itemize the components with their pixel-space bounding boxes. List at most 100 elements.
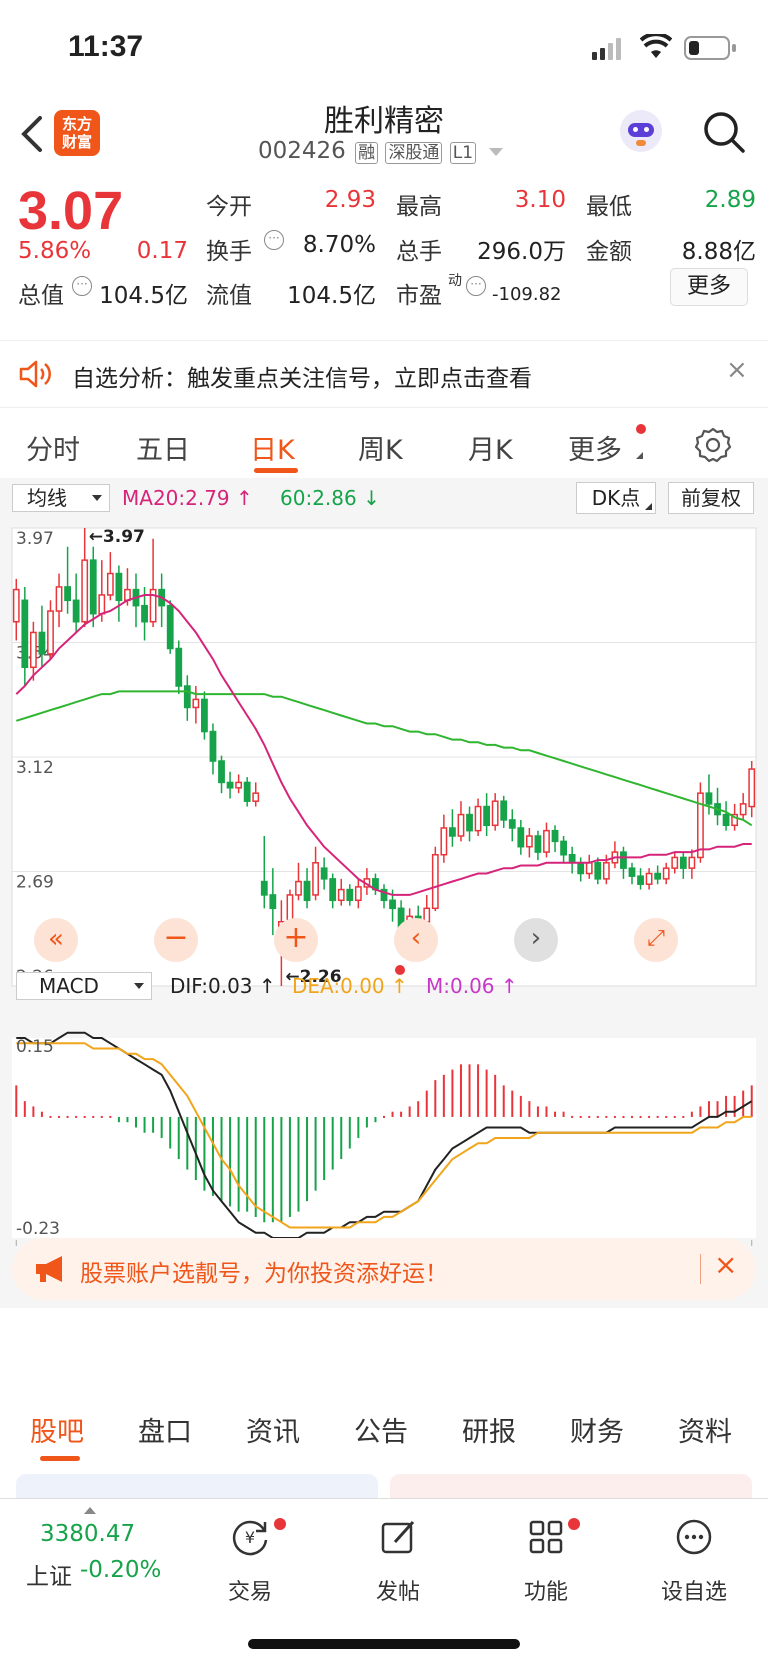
tab-announcements[interactable]: 公告 <box>354 1417 408 1448</box>
nav-trade[interactable]: ¥ 交易 <box>190 1514 310 1605</box>
tab-monthly-k[interactable]: 月K <box>468 435 513 466</box>
candle-body <box>295 880 302 896</box>
dea-value: DEA:0.00 ↑ <box>292 974 408 998</box>
quote-panel: 3.07 5.86% 0.17 总值 ··· 104.5亿 今开 2.93 最高… <box>0 180 768 330</box>
badge-level: L1 <box>449 142 477 164</box>
candle-body <box>449 827 456 837</box>
tab-profile[interactable]: 资料 <box>678 1417 732 1448</box>
tab-orderbook[interactable]: 盘口 <box>138 1417 192 1448</box>
robot-assistant-icon[interactable] <box>620 110 662 152</box>
candle-body <box>585 862 593 875</box>
caret-up-icon <box>84 1507 96 1514</box>
tab-research[interactable]: 研报 <box>462 1417 516 1448</box>
nav-functions[interactable]: 功能 <box>486 1514 606 1605</box>
scroll-right-button[interactable]: › <box>514 918 558 962</box>
dropdown-caret-icon <box>134 983 144 989</box>
candle-body <box>551 829 559 843</box>
last-price: 3.07 <box>18 181 124 241</box>
candlestick-chart[interactable]: 3.973.543.122.692.26←3.97←2.260.15-0.232… <box>0 518 768 1268</box>
candle-body <box>628 867 636 877</box>
candle-body <box>192 698 200 709</box>
bottom-nav: 3380.47 上证 -0.20% ¥ 交易 发帖 功能 <box>0 1498 768 1663</box>
dk-point-select[interactable]: DK点 <box>576 482 656 514</box>
nav-add-watchlist[interactable]: 设自选 <box>634 1514 754 1605</box>
candle-body <box>149 588 157 623</box>
close-icon[interactable]: × <box>714 1248 738 1281</box>
tab-finance[interactable]: 财务 <box>570 1417 624 1448</box>
info-icon[interactable]: ··· <box>264 230 284 250</box>
candle-body <box>474 805 482 832</box>
more-button[interactable]: 更多 <box>670 268 748 306</box>
candle-body <box>115 572 123 602</box>
caret-icon <box>636 452 643 459</box>
dif-value: DIF:0.03 ↑ <box>170 974 276 998</box>
index-name: 上证 <box>26 1564 72 1590</box>
pe-label: 市盈 <box>396 283 442 309</box>
open-value: 2.93 <box>324 187 376 213</box>
candle-body <box>508 819 516 829</box>
nav-post[interactable]: 发帖 <box>338 1514 458 1605</box>
candle-body <box>389 899 396 910</box>
stock-tabs: 股吧 盘口 资讯 公告 研报 财务 资料 <box>0 1396 768 1466</box>
macd-select[interactable]: MACD <box>16 972 152 1000</box>
low-label: 最低 <box>586 194 632 220</box>
notification-dot <box>568 1518 580 1530</box>
candle-body <box>329 878 337 902</box>
analysis-banner[interactable]: 自选分析：触发重点关注信号，立即点击查看 × <box>0 340 768 408</box>
search-icon[interactable] <box>702 110 746 154</box>
ad-banner[interactable]: 股票账户选靓号，为你投资添好运！ × <box>12 1238 756 1300</box>
price-tick-label: 3.12 <box>16 758 54 778</box>
tab-weekly-k[interactable]: 周K <box>358 435 403 466</box>
scroll-left-button[interactable]: ‹ <box>394 918 438 962</box>
ma-select[interactable]: 均线 <box>12 484 110 512</box>
status-bar: 11:37 <box>0 0 768 100</box>
index-widget[interactable]: 3380.47 上证 -0.20% <box>14 1499 184 1609</box>
macd-tick-label: -0.23 <box>16 1219 60 1239</box>
zoom-out-button[interactable]: − <box>154 918 198 962</box>
volume-label: 总手 <box>396 239 442 265</box>
tab-news[interactable]: 资讯 <box>246 1417 300 1448</box>
wifi-icon <box>640 34 672 58</box>
candle-body <box>500 800 508 821</box>
fullscreen-button[interactable]: ⤢ <box>634 918 678 962</box>
tab-intraday[interactable]: 分时 <box>26 435 80 466</box>
candle-body <box>252 792 260 802</box>
grid-icon <box>529 1520 563 1554</box>
change-pct: 5.86% <box>18 238 92 264</box>
macd-tick-label: 0.15 <box>16 1037 54 1057</box>
tab-five-day[interactable]: 五日 <box>136 435 190 466</box>
index-value: 3380.47 <box>40 1521 136 1547</box>
tab-daily-k[interactable]: 日K <box>250 435 295 466</box>
close-icon[interactable]: × <box>726 355 748 385</box>
candle-body <box>183 685 191 709</box>
candle-body <box>55 586 63 612</box>
candle-body <box>235 781 243 789</box>
candle-body <box>166 604 174 650</box>
candle-body <box>440 827 448 856</box>
settings-gear-icon[interactable] <box>694 426 732 464</box>
candle-body <box>431 854 439 910</box>
high-label: 最高 <box>396 194 442 220</box>
more-dots-icon <box>676 1519 712 1555</box>
info-icon[interactable]: ··· <box>72 276 92 296</box>
adjust-select[interactable]: 前复权 <box>668 482 754 514</box>
tab-forum[interactable]: 股吧 <box>30 1417 84 1448</box>
candle-body <box>748 768 756 808</box>
active-tab-indicator <box>254 468 298 473</box>
candle-body <box>89 559 97 615</box>
info-icon[interactable]: ··· <box>466 276 486 296</box>
price-tick-label: 3.97 <box>16 529 54 549</box>
macd-panel <box>12 1038 756 1238</box>
amount-label: 金额 <box>586 239 632 265</box>
scroll-first-button[interactable]: « <box>34 918 78 962</box>
dk-marker <box>395 965 405 975</box>
zoom-in-button[interactable]: + <box>274 918 318 962</box>
candle-body <box>525 835 533 848</box>
candle-body <box>106 572 114 596</box>
turnover-label: 换手 <box>206 239 252 265</box>
ma20-value: MA20:2.79 ↑ <box>122 486 253 510</box>
stock-code-row[interactable]: 002426 融 深股通 L1 <box>258 138 504 168</box>
back-icon[interactable] <box>18 114 46 154</box>
ad-text: 股票账户选靓号，为你投资添好运！ <box>80 1261 448 1287</box>
tab-more[interactable]: 更多 <box>568 435 622 466</box>
